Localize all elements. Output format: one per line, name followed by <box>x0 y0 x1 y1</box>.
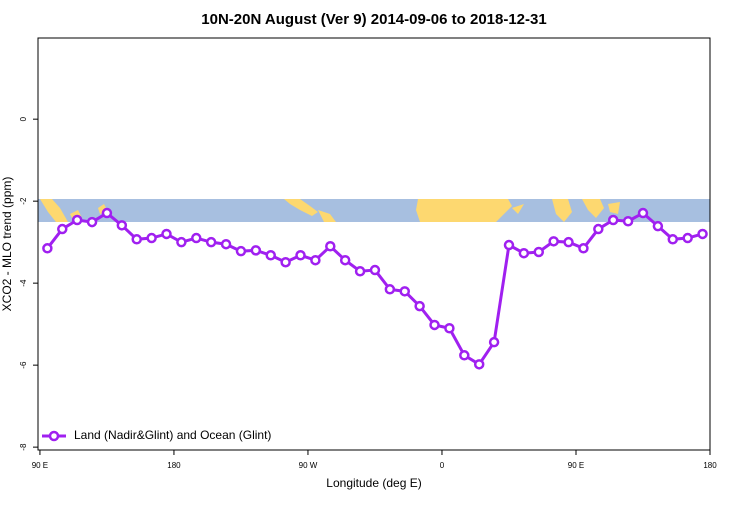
data-point <box>399 286 410 297</box>
data-point <box>429 319 440 331</box>
data-point <box>161 228 172 240</box>
data-point <box>652 220 664 232</box>
series-line <box>46 211 703 367</box>
legend: Land (Nadir&Glint) and Ocean (Glint) <box>42 428 271 442</box>
y-tick-label: -2 <box>19 197 28 205</box>
legend-label: Land (Nadir&Glint) and Ocean (Glint) <box>74 428 271 442</box>
data-point <box>533 246 545 258</box>
map-strip <box>38 199 710 222</box>
data-point <box>518 247 530 259</box>
data-point <box>191 232 202 244</box>
data-point <box>667 234 679 245</box>
chart-title: 10N-20N August (Ver 9) 2014-09-06 to 201… <box>201 11 546 28</box>
data-point <box>71 214 83 226</box>
data-point <box>280 256 291 268</box>
plot-frame <box>37 37 711 451</box>
data-point <box>86 216 98 228</box>
data-point <box>205 236 217 248</box>
data-point <box>354 266 366 277</box>
data-point <box>339 254 351 266</box>
x-tick-label: 90 W <box>299 461 318 470</box>
x-tick-label: 90 E <box>32 461 48 470</box>
data-point <box>57 223 68 235</box>
data-point <box>548 236 559 247</box>
data-point <box>459 350 470 361</box>
legend-marker <box>48 430 60 442</box>
data-point <box>369 264 381 276</box>
data-point <box>697 228 708 240</box>
y-axis-label: XCO2 - MLO trend (ppm) <box>0 177 14 312</box>
data-point <box>607 214 619 226</box>
data-point <box>473 359 485 370</box>
data-point <box>176 236 187 248</box>
data-point <box>146 232 157 244</box>
data-point <box>682 232 693 244</box>
data-point <box>235 245 247 257</box>
data-point <box>131 234 142 245</box>
data-point <box>101 207 113 219</box>
data-point <box>444 322 455 334</box>
x-tick-label: 0 <box>440 461 445 470</box>
data-point <box>42 243 53 254</box>
data-point <box>384 284 396 295</box>
y-tick-label: -4 <box>19 279 28 287</box>
data-point <box>414 300 425 312</box>
x-tick-label: 90 E <box>568 461 584 470</box>
data-point <box>310 254 321 266</box>
x-tick-label: 180 <box>167 461 181 470</box>
data-point <box>220 238 232 250</box>
data-point <box>265 250 276 261</box>
data-point <box>578 243 589 254</box>
y-tick-label: 0 <box>19 116 28 121</box>
data-point <box>503 239 515 251</box>
data-point <box>622 215 634 227</box>
data-point <box>563 236 574 248</box>
x-tick-label: 180 <box>703 461 717 470</box>
data-point <box>593 223 604 235</box>
y-tick-label: -6 <box>19 361 28 369</box>
y-tick-label: -8 <box>19 443 28 451</box>
data-point <box>250 245 262 256</box>
data-point <box>488 336 500 348</box>
data-point <box>637 207 649 219</box>
data-point <box>295 250 306 261</box>
x-axis-label: Longitude (deg E) <box>326 476 421 490</box>
data-point <box>116 220 128 231</box>
data-point <box>325 241 336 252</box>
